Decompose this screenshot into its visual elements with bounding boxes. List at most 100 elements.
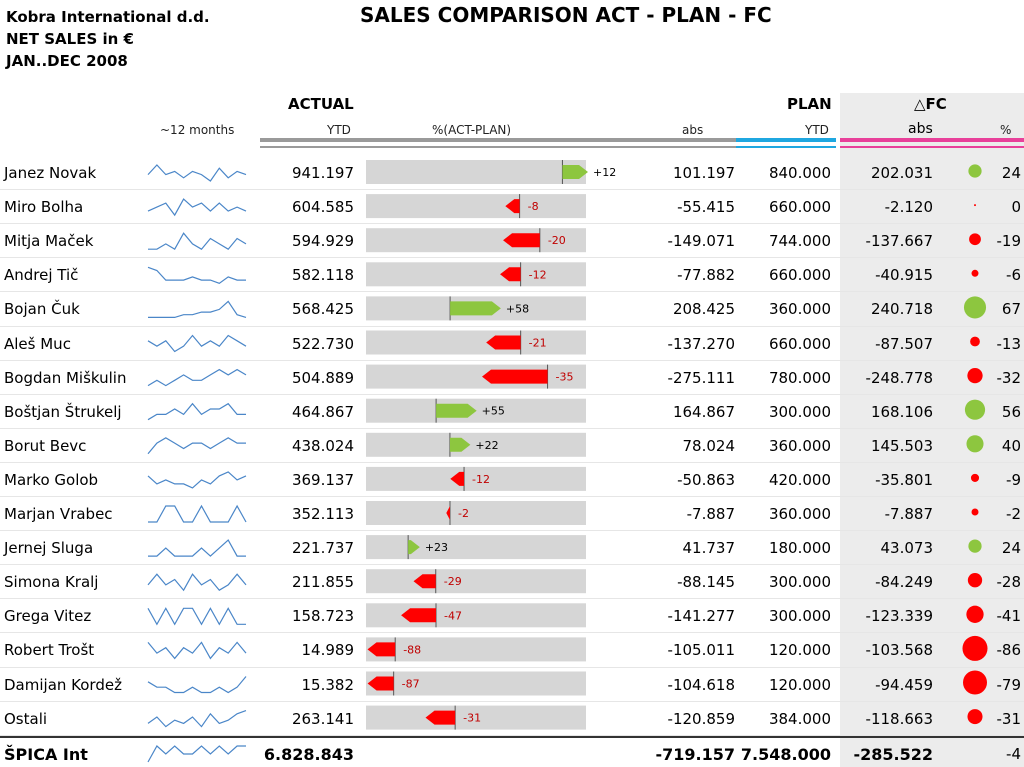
pct-label: -12 (529, 268, 547, 281)
actual-bar (366, 262, 586, 287)
forecast-column-background (840, 93, 1024, 767)
row-name: Miro Bolha (4, 198, 84, 217)
fc-dot (964, 399, 986, 420)
plan-value: 384.000 (768, 709, 831, 728)
fc-dot (974, 204, 976, 207)
fc-abs-value: -2.120 (884, 198, 933, 217)
abs-diff-value: 78.024 (682, 436, 736, 455)
sparkline (147, 402, 246, 421)
abs-diff-value: -77.882 (677, 266, 735, 285)
fc-header: △FC (914, 95, 947, 113)
plan-value: 744.000 (768, 232, 831, 251)
row-name: Simona Kralj (4, 573, 99, 592)
abs-diff-value: -50.863 (677, 470, 735, 489)
abs-diff-value: -104.618 (667, 675, 735, 694)
actual-value: 438.024 (291, 436, 354, 455)
plan-ytd-header: YTD (805, 123, 829, 137)
row-name: Boštjan Štrukelj (4, 402, 122, 421)
fc-abs-value: -87.507 (875, 334, 933, 353)
abs-diff-value: 41.737 (682, 539, 736, 558)
sparkline (147, 266, 246, 284)
fc-abs-value: 240.718 (870, 300, 933, 319)
fc-pct-value: 24 (1001, 539, 1021, 558)
pct-header: %(ACT-PLAN) (432, 123, 512, 137)
row-name: Robert Trošt (4, 641, 95, 660)
abs-diff-value: -149.071 (667, 232, 735, 251)
row-name: Ostali (4, 709, 48, 728)
sparkline (148, 504, 247, 523)
actual-bar (366, 501, 586, 525)
row-divider (0, 325, 1024, 327)
fc-pct-value: 24 (1001, 164, 1021, 182)
row-name: Andrej Tič (4, 266, 79, 285)
fc-pct-value: -2 (1006, 505, 1021, 523)
actual-value: 15.382 (301, 675, 355, 694)
actual-value: 263.141 (291, 709, 354, 728)
variance-arrow (500, 267, 521, 282)
fc-pct-value: -79 (996, 675, 1022, 694)
sparkline (147, 437, 246, 455)
row-name: Jernej Sluga (4, 539, 94, 558)
fc-pct-value: -28 (996, 573, 1022, 592)
actual-bar (366, 432, 586, 457)
sparkline (147, 641, 247, 660)
actual-bar (366, 364, 586, 389)
pct-label: -47 (444, 609, 462, 622)
row-divider (0, 598, 1024, 600)
sparkline (148, 300, 247, 318)
fc-pct-value: 40 (1001, 436, 1021, 455)
sparkline (148, 539, 246, 557)
row-divider (0, 666, 1024, 668)
fc-abs-value: -103.568 (865, 641, 933, 660)
total-fc-abs: -285.522 (853, 745, 933, 764)
variance-arrow (446, 506, 450, 520)
pct-label: -87 (402, 678, 420, 691)
plan-value: 840.000 (768, 164, 831, 182)
fc-dot (969, 233, 981, 246)
pct-label: -8 (528, 200, 539, 213)
pct-label: -31 (463, 712, 481, 725)
row-name: Grega Vitez (4, 607, 92, 626)
fc-dot (962, 635, 988, 661)
plan-value: 660.000 (768, 266, 831, 285)
pct-label: -12 (472, 473, 490, 486)
fc-dot (963, 296, 987, 319)
fc-pct-value: -13 (996, 334, 1022, 353)
abs-diff-value: 101.197 (672, 164, 735, 182)
actual-value: 211.855 (291, 573, 354, 592)
total-fc-pct: -4 (1006, 745, 1021, 763)
actual-bar (366, 160, 586, 184)
actual-value: 594.929 (291, 232, 354, 251)
abs-header: abs (682, 123, 704, 137)
row-name: Marko Golob (4, 470, 99, 489)
actual-value: 568.425 (291, 300, 354, 319)
variance-arrow (562, 165, 588, 179)
plan-value: 180.000 (768, 539, 831, 558)
row-name: Aleš Muc (4, 334, 71, 353)
abs-diff-value: -105.011 (667, 641, 735, 660)
fc-abs-value: -118.663 (865, 709, 933, 728)
variance-arrow (425, 710, 456, 725)
fc-abs-value: 43.073 (880, 539, 934, 558)
plan-rule (736, 138, 836, 142)
fc-dot (971, 508, 979, 516)
actual-value: 158.723 (291, 607, 354, 626)
fc-dot (968, 539, 982, 553)
fc-abs-value: 168.106 (870, 402, 933, 421)
variance-arrow (449, 437, 471, 452)
actual-bar (366, 194, 586, 219)
actual-value: 369.137 (291, 470, 354, 489)
row-name: Damijan Kordež (4, 675, 122, 694)
actual-value: 221.737 (291, 539, 354, 558)
row-divider (0, 427, 1024, 429)
fc-abs-header: abs (908, 121, 933, 137)
actual-value: 582.118 (291, 266, 354, 285)
actual-rule (260, 138, 736, 142)
row-divider (0, 734, 1024, 736)
plan-header: PLAN (787, 95, 832, 113)
company-name: Kobra International d.d. (6, 8, 210, 26)
plan-value: 360.000 (768, 436, 831, 455)
fc-pct-value: -41 (996, 607, 1022, 626)
measure-label: NET SALES in € (6, 30, 134, 48)
row-divider (0, 564, 1024, 566)
